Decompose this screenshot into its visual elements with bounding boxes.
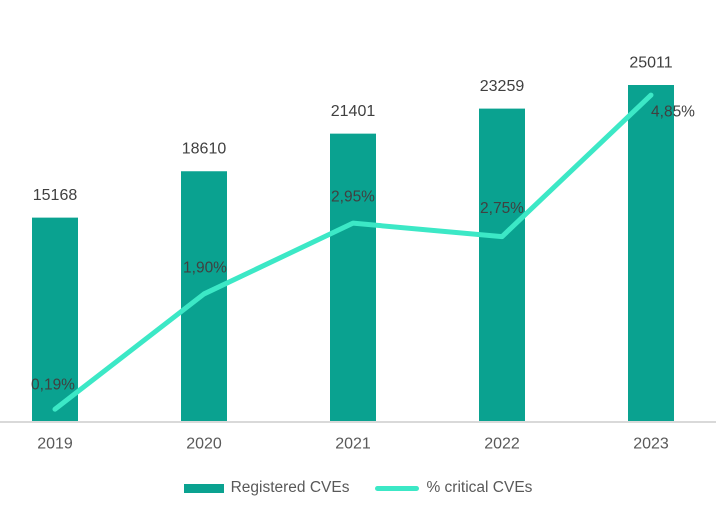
x-label-2022: 2022 (484, 436, 520, 453)
legend-label-registered-cves: Registered CVEs (230, 479, 350, 496)
bar-label-2021: 21401 (331, 103, 376, 120)
line-label-2023: 4,85% (651, 104, 695, 121)
legend: Registered CVEs % critical CVEs (0, 477, 716, 499)
x-label-2023: 2023 (633, 436, 669, 453)
line-label-2022: 2,75% (480, 200, 524, 217)
bar-label-2020: 18610 (182, 141, 227, 158)
bar-2022 (479, 108, 525, 423)
x-label-2020: 2020 (186, 436, 222, 453)
critical-cves-line (52, 92, 654, 412)
x-label-2021: 2021 (335, 436, 371, 453)
line-label-2021: 2,95% (331, 189, 375, 206)
bar-2019 (32, 217, 78, 422)
bar-2023 (628, 85, 674, 422)
legend-item-registered-cves: Registered CVEs (183, 479, 350, 497)
x-label-2019: 2019 (37, 436, 73, 453)
bar-label-2022: 23259 (480, 78, 525, 95)
legend-bar-swatch (183, 483, 224, 493)
legend-label-critical-cves: % critical CVEs (426, 479, 533, 496)
bar-label-2023: 25011 (629, 55, 672, 72)
legend-line-swatch (375, 485, 420, 491)
bar-label-2019: 15168 (33, 187, 78, 204)
line-label-2020: 1,90% (183, 259, 227, 276)
bar-2021 (330, 133, 376, 422)
line-label-2019: 0,19% (31, 377, 75, 394)
legend-item-critical-cves: % critical CVEs (375, 479, 532, 497)
